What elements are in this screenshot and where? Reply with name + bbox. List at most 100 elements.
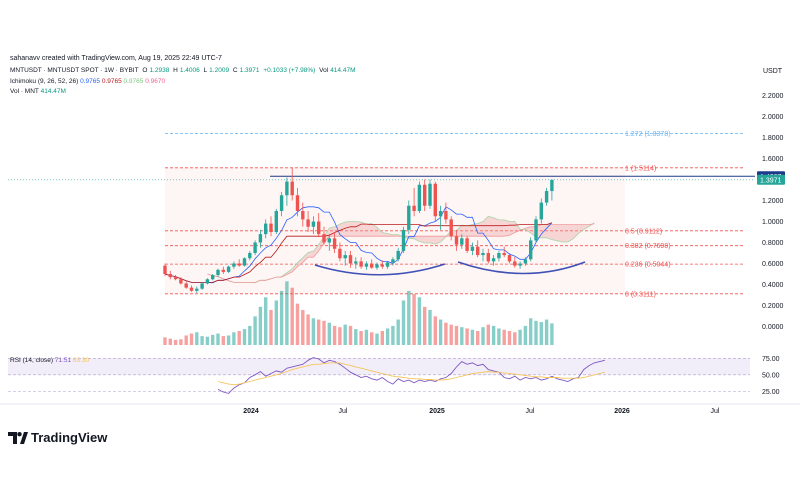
volume-bar [338,327,342,345]
volume-bar [544,319,549,345]
candle-body [529,240,533,260]
volume-label: Vol · MNT [10,88,39,95]
ichimoku-legend[interactable]: Ichimoku (9, 26, 52, 26) 0.9765 0.9765 0… [10,78,166,86]
volume-bar [306,314,310,345]
volume-bar [507,331,512,345]
volume-bar [216,333,220,345]
volume-bar [401,300,406,345]
candle-body [428,183,432,206]
rsi-line [217,357,606,394]
volume-bar [534,320,538,345]
candle-body [163,265,167,274]
candle-body [205,279,210,284]
candle-body [470,246,475,251]
low-value: 1.2009 [209,67,230,74]
currency-label[interactable]: USDT [763,68,783,75]
time-axis-tick: Jul [526,408,535,415]
volume-bar [364,329,369,345]
high-label: H [173,67,178,74]
candle-body [465,238,469,251]
volume-value: 414.47M [40,88,66,95]
volume-bar [375,333,379,345]
close-label: C [232,67,238,74]
volume-bar [232,332,236,345]
symbol-name[interactable]: MNTUSDT · MNTUSDT SPOT · 1W · BYBIT [10,67,139,74]
volume-bar [550,323,554,345]
volume-bar [205,336,210,345]
candle-body [370,263,374,268]
price-axis-tick: 2.2000 [762,93,784,100]
candle-body [423,184,427,206]
volume-bar [327,322,331,345]
candle-body [486,253,490,262]
candle-body [433,183,437,217]
candle-body [460,238,464,245]
volume-bar [173,339,178,345]
candle-body [544,191,549,203]
rsi-ma-value: 63.30 [72,357,90,364]
time-axis-tick: 2025 [429,408,445,415]
rsi-label: RSI (14, close) [10,357,53,364]
volume-bar [311,318,316,345]
volume-bar [417,297,422,345]
volume-bar [264,297,268,345]
candle-body [173,277,178,280]
volume-bar [481,327,485,345]
ichimoku-span-b [207,223,595,283]
volume-bar [211,334,215,345]
fib-level-label: 0.5 (0.9112) [625,228,662,235]
fib-level-label: 0 (0.3111) [625,291,656,298]
volume-bar [396,319,400,345]
volume-bar [513,332,517,345]
price-axis-tick: 0.0000 [762,324,784,331]
price-axis-tick: 1.2000 [762,198,784,205]
candle-body [306,219,310,227]
volume-bar [269,310,273,345]
candle-body [168,274,172,278]
fib-level-label: 1 (1.5114) [625,165,656,172]
ichimoku-value-1: 0.9765 [80,78,100,85]
candle-body [311,221,316,227]
volume-bar [370,332,374,345]
ichimoku-cloud [207,216,595,283]
volume-bar [497,328,501,345]
change-value: +0.1033 (+7.98%) [263,67,316,74]
volume-legend[interactable]: Vol · MNT 414.47M [10,88,66,96]
volume-bar [242,329,247,345]
volume-bar [317,319,321,345]
candle-body [476,246,480,256]
volume-bar [285,281,289,345]
volume-bar [290,287,294,345]
pattern-arc-right [457,261,586,275]
candle-body [274,211,278,232]
candle-body [380,264,384,267]
volume-bar [470,329,475,345]
fib-level-label: 0.236 (0.5944) [625,262,671,269]
price-axis-tick: 0.6000 [762,261,784,268]
candle-body [237,263,241,266]
fib-level-label: 0.382 (0.7698) [625,243,671,250]
ichimoku-value-3: 0.9765 [123,78,144,85]
candle-body [189,287,194,291]
volume-bar [491,325,496,345]
candle-body [184,283,188,288]
tradingview-logo[interactable]: TradingView [8,430,107,445]
candle-body [502,253,506,256]
ichimoku-value-4: 0.9670 [145,78,166,85]
price-tag-box [757,174,785,185]
candle-body [211,275,215,280]
candle-body [481,253,485,256]
vol-label: Vol [319,67,329,74]
candle-body [491,258,496,262]
rsi-legend[interactable]: RSI (14, close) 71.51 63.30 [10,357,90,365]
volume-bar [460,327,464,345]
volume-bar [301,310,305,345]
volume-bar [200,336,204,345]
ichimoku-kijun-line [164,222,553,283]
candle-body [285,181,289,196]
tradingview-brand: TradingView [31,430,108,445]
price-chart[interactable]: 2.2000 2.0000 1.8000 1.6000 1.2000 1.0000 0.80… [0,0,800,420]
volume-bar [189,333,194,345]
price-axis-tick: 0.4000 [762,282,784,289]
candle-body [539,202,543,220]
